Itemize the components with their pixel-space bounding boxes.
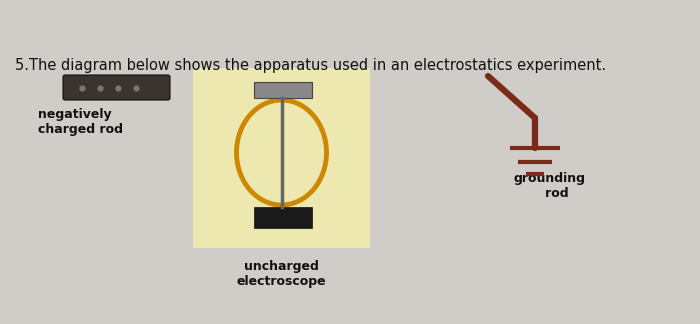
Bar xyxy=(193,68,370,248)
Text: 5.The diagram below shows the apparatus used in an electrostatics experiment.: 5.The diagram below shows the apparatus … xyxy=(15,58,606,73)
Text: negatively
charged rod: negatively charged rod xyxy=(38,108,123,136)
Bar xyxy=(254,82,312,98)
Text: grounding
   rod: grounding rod xyxy=(514,172,586,200)
Text: uncharged
electroscope: uncharged electroscope xyxy=(237,260,326,288)
FancyBboxPatch shape xyxy=(63,75,170,100)
Bar xyxy=(254,207,312,228)
